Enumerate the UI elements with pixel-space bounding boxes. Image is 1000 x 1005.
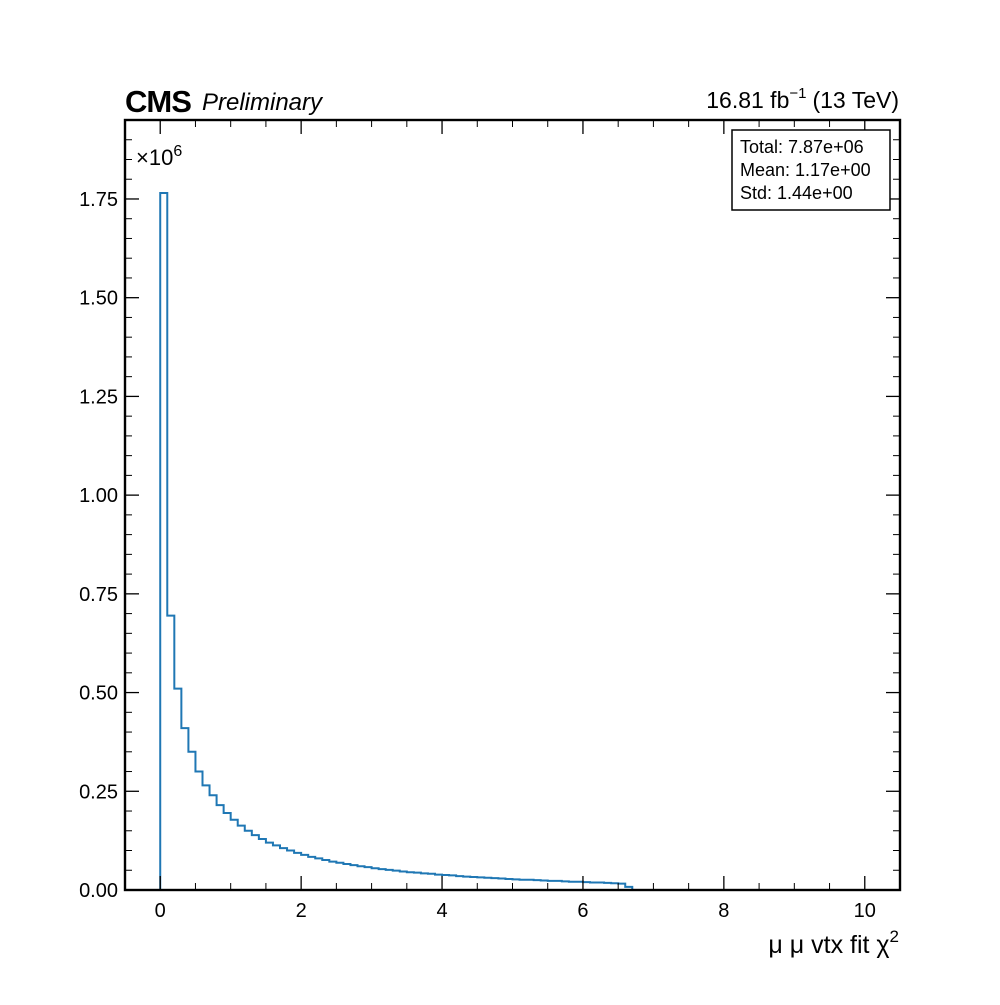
y-multiplier: ×106 bbox=[136, 143, 182, 170]
y-tick-label: 0.25 bbox=[79, 781, 118, 803]
histogram-step-line bbox=[160, 193, 632, 890]
x-tick-label: 0 bbox=[155, 900, 166, 922]
x-axis-title: μ μ vtx fit χ2 bbox=[768, 927, 899, 959]
experiment-label: CMS bbox=[125, 84, 191, 119]
y-tick-label: 0.50 bbox=[79, 683, 118, 705]
luminosity-energy-label: 16.81 fb−1 (13 TeV) bbox=[706, 85, 899, 113]
plot-layer bbox=[160, 193, 632, 890]
tick-label-layer: 0 2 4 6 8 10 0.00 0.25 0.50 0.75 1.00 1.25 1.50 1.75 bbox=[79, 189, 876, 922]
stats-box: Total: 7.87e+06 Mean: 1.17e+00 Std: 1.44… bbox=[732, 130, 890, 210]
y-tick-label: 1.25 bbox=[79, 386, 118, 408]
energy-label: (13 TeV) bbox=[812, 87, 899, 113]
plot-frame bbox=[125, 120, 900, 890]
luminosity-exponent: −1 bbox=[789, 85, 806, 102]
luminosity-label: 16.81 fb bbox=[706, 87, 789, 113]
x-axis-title-text: μ μ vtx fit χ bbox=[768, 931, 889, 959]
y-tick-label: 1.75 bbox=[79, 189, 118, 211]
x-tick-label: 8 bbox=[718, 900, 729, 922]
tick-layer bbox=[125, 120, 900, 890]
y-tick-label: 1.00 bbox=[79, 485, 118, 507]
stats-total: Total: 7.87e+06 bbox=[740, 137, 864, 157]
y-tick-label: 0.75 bbox=[79, 584, 118, 606]
x-tick-label: 2 bbox=[296, 900, 307, 922]
x-tick-label: 10 bbox=[854, 900, 876, 922]
x-tick-label: 4 bbox=[436, 900, 447, 922]
y-multiplier-prefix: ×10 bbox=[136, 145, 173, 170]
x-tick-label: 6 bbox=[577, 900, 588, 922]
stats-std: Std: 1.44e+00 bbox=[740, 183, 853, 203]
x-axis-title-superscript: 2 bbox=[890, 927, 899, 946]
status-label: Preliminary bbox=[202, 89, 324, 116]
y-tick-label: 0.00 bbox=[79, 880, 118, 902]
stats-mean: Mean: 1.17e+00 bbox=[740, 160, 871, 180]
y-tick-label: 1.50 bbox=[79, 288, 118, 310]
y-multiplier-exponent: 6 bbox=[173, 143, 182, 160]
